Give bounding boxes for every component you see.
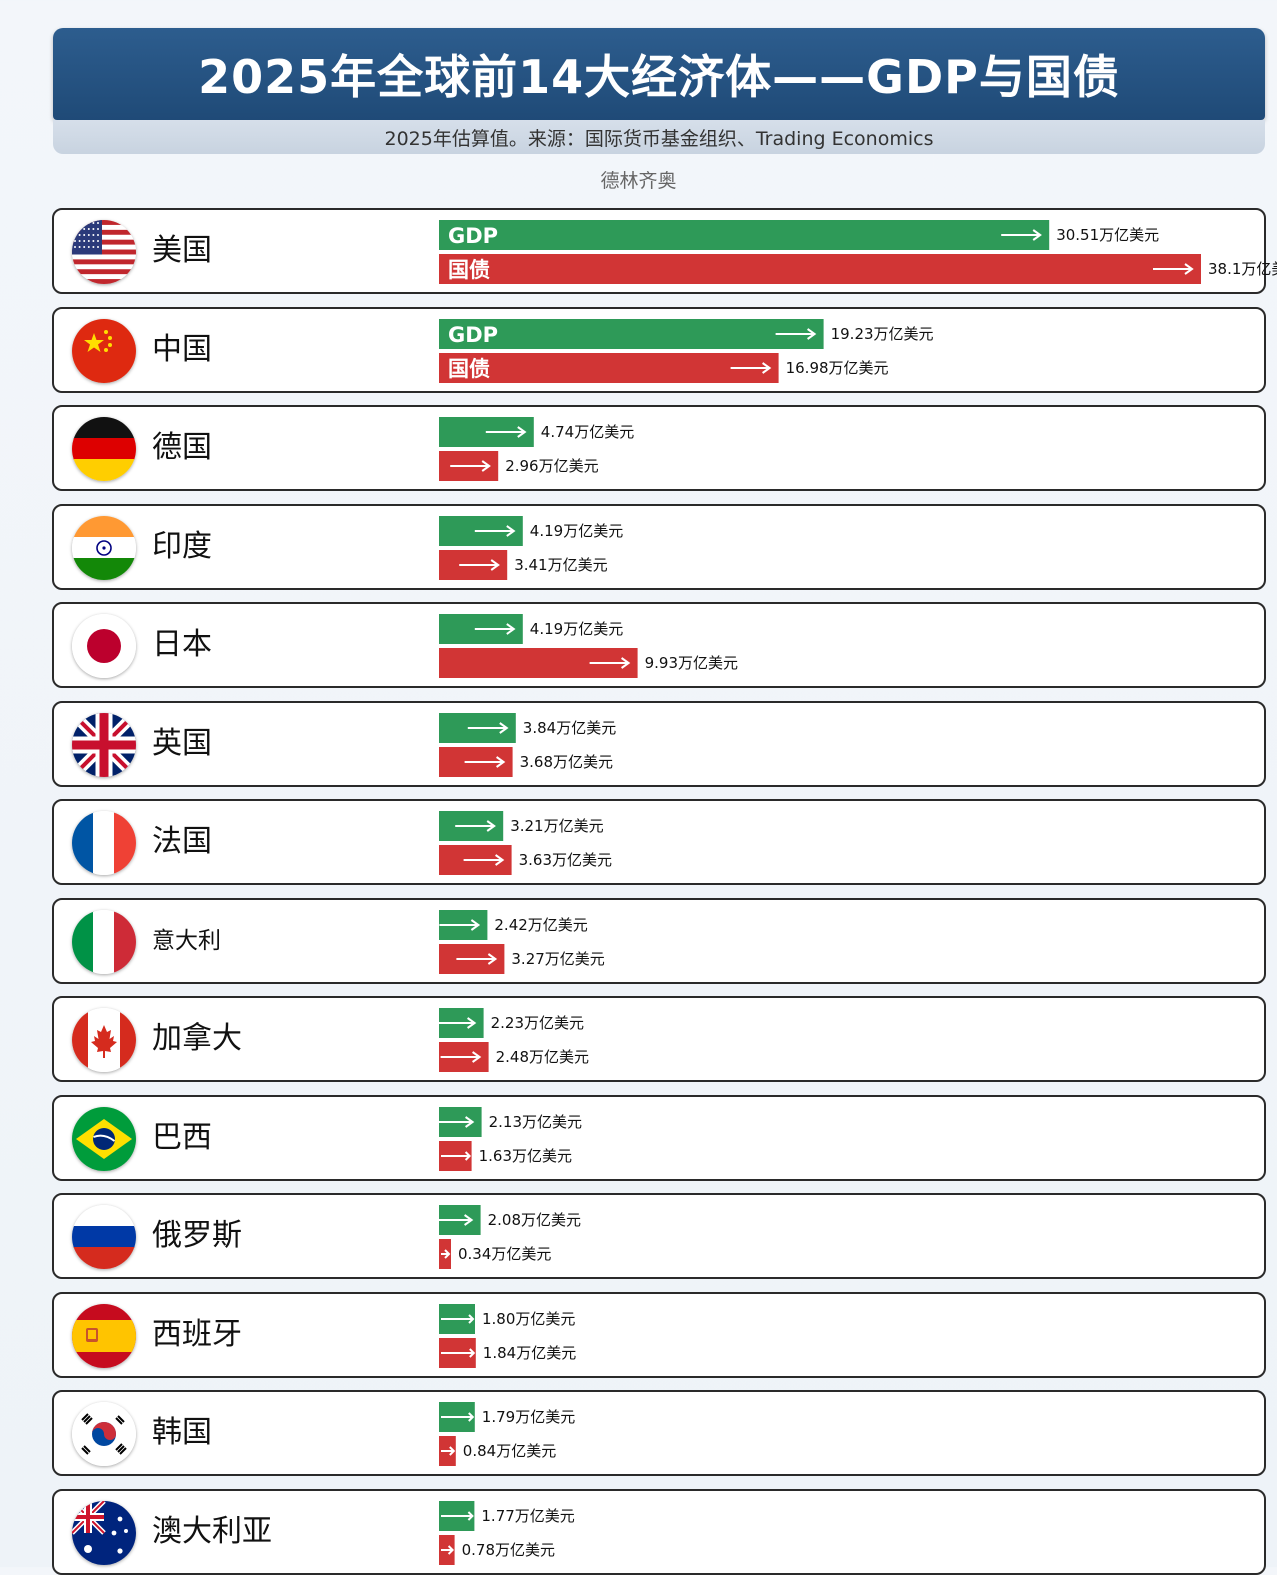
korea-flag-icon (72, 1402, 136, 1466)
country-row: 德国 (52, 405, 1266, 491)
country-row: 印度 (52, 504, 1266, 590)
country-name: 日本 (152, 627, 212, 662)
country-name: 韩国 (152, 1415, 212, 1450)
country-row: 俄罗斯 (52, 1193, 1266, 1279)
country-row: 西班牙 (52, 1292, 1266, 1378)
country-row: 中国 (52, 307, 1266, 393)
france-flag-icon (72, 811, 136, 875)
italy-flag-icon (72, 910, 136, 974)
subtitle-banner: 2025年估算值。来源：国际货币基金组织、Trading Economics (53, 120, 1265, 154)
header: 2025年全球前14大经济体——GDP与国债 2025年估算值。来源：国际货币基… (53, 28, 1265, 154)
country-row: 美国 (52, 208, 1266, 294)
country-row: 加拿大 (52, 996, 1266, 1082)
india-flag-icon (72, 516, 136, 580)
page-title: 2025年全球前14大经济体——GDP与国债 (198, 50, 1120, 104)
country-row: 英国 (52, 701, 1266, 787)
country-name: 俄罗斯 (152, 1218, 242, 1253)
uk-flag-icon (72, 713, 136, 777)
country-name: 意大利 (152, 928, 221, 954)
country-name: 巴西 (152, 1120, 212, 1155)
russia-flag-icon (72, 1205, 136, 1269)
country-row: 日本 (52, 602, 1266, 688)
title-banner: 2025年全球前14大经济体——GDP与国债 (53, 28, 1265, 120)
country-row: 韩国 (52, 1390, 1266, 1476)
country-name: 澳大利亚 (152, 1514, 272, 1549)
country-row: 澳大利亚 (52, 1489, 1266, 1575)
country-row: 意大利 (52, 898, 1266, 984)
usa-flag-icon (72, 220, 136, 284)
country-name: 法国 (152, 824, 212, 859)
australia-flag-icon (72, 1501, 136, 1565)
author-credit: 德林齐奥 (600, 170, 677, 192)
country-row: 法国 (52, 799, 1266, 885)
japan-flag-icon (72, 614, 136, 678)
china-flag-icon (72, 319, 136, 383)
country-name: 中国 (152, 332, 212, 367)
brazil-flag-icon (72, 1107, 136, 1171)
germany-flag-icon (72, 417, 136, 481)
country-name: 西班牙 (152, 1317, 242, 1352)
source-subtitle: 2025年估算值。来源：国际货币基金组织、Trading Economics (384, 127, 934, 150)
country-name: 德国 (152, 430, 212, 465)
country-name: 加拿大 (152, 1021, 242, 1056)
canada-flag-icon (72, 1008, 136, 1072)
spain-flag-icon (72, 1304, 136, 1368)
country-name: 印度 (152, 529, 212, 564)
country-name: 美国 (152, 233, 212, 268)
country-name: 英国 (152, 726, 212, 761)
country-row: 巴西 (52, 1095, 1266, 1181)
